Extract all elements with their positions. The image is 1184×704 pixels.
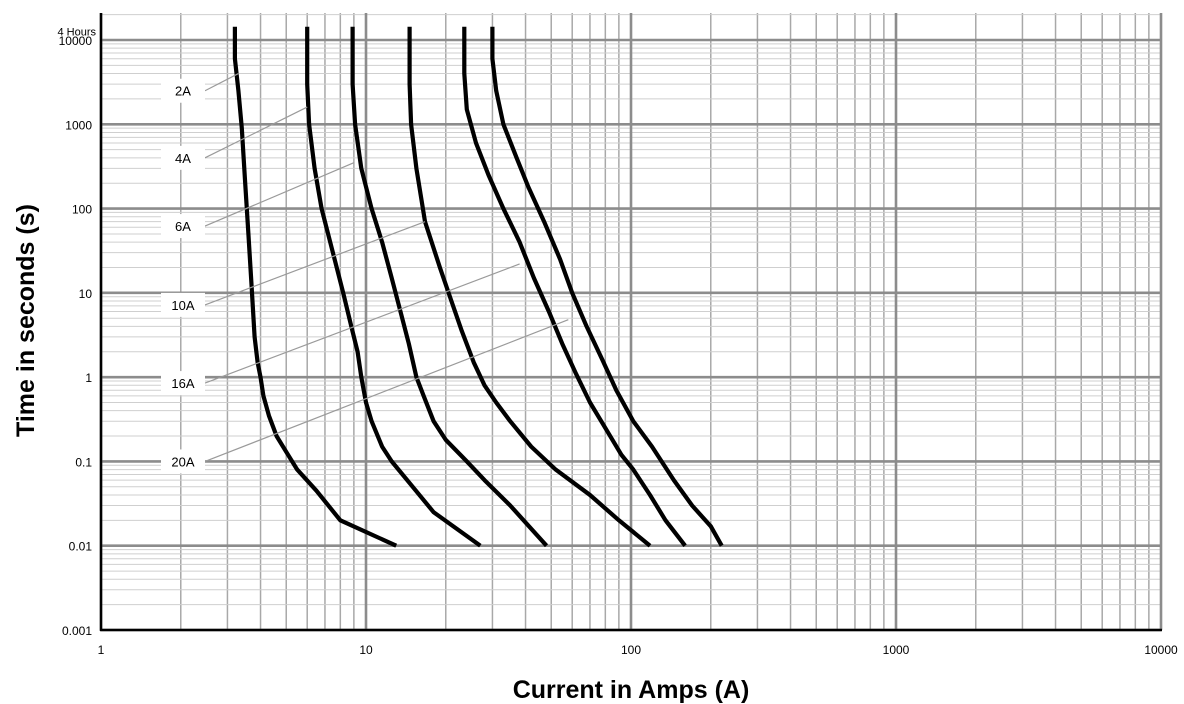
fuse-curves — [232, 26, 724, 548]
x-tick-label: 10000 — [1144, 643, 1178, 657]
y-tick-label: 0.01 — [69, 540, 93, 554]
curve-label-box — [161, 78, 205, 103]
y-tick-labels: 0.001 0.01 0.1 1 10 100 1000 10000 — [59, 34, 93, 638]
y-tick-label: 100 — [72, 203, 92, 217]
fuse-curve-2a — [232, 26, 398, 548]
top-annotation: 4 Hours — [57, 27, 96, 39]
curve-label-box — [161, 371, 205, 396]
curve-label-box — [161, 292, 205, 317]
x-tick-label: 1 — [98, 643, 105, 657]
curve-label-2a: 2A — [175, 84, 191, 99]
leader-line-6a — [204, 162, 355, 227]
curve-labels: 2A 4A 6A 10A 16A 20A — [161, 78, 205, 474]
x-axis-title: Current in Amps (A) — [513, 676, 750, 704]
curve-label-20a: 20A — [171, 454, 194, 469]
fuse-curve-4a — [305, 26, 482, 548]
fuse-curve-10a — [407, 26, 652, 548]
y-tick-label: 10000 — [59, 34, 93, 48]
y-tick-label: 0.001 — [62, 624, 92, 638]
x-tick-label: 1000 — [883, 643, 910, 657]
leader-line-2a — [204, 73, 239, 92]
y-tick-label: 10 — [79, 287, 93, 301]
leader-line-20a — [204, 319, 569, 462]
axes — [99, 13, 1162, 632]
y-tick-label: 1 — [85, 371, 92, 385]
curve-label-10a: 10A — [171, 298, 194, 313]
x-tick-labels: 1 10 100 1000 10000 — [98, 643, 1178, 657]
leader-line-16a — [204, 263, 520, 384]
fuse-curve-20a — [490, 26, 724, 547]
curve-label-box — [161, 145, 205, 170]
y-tick-label: 1000 — [65, 118, 92, 132]
curve-label-box — [161, 214, 205, 239]
fuse-curve-16a — [462, 26, 687, 547]
curve-label-16a: 16A — [171, 376, 194, 391]
leader-line-4a — [204, 106, 308, 159]
leader-line-10a — [204, 221, 426, 306]
curve-label-6a: 6A — [175, 219, 191, 234]
x-tick-label: 10 — [359, 643, 373, 657]
fuse-curve-6a — [350, 26, 549, 548]
y-axis-title: Time in seconds (s) — [12, 204, 40, 437]
y-tick-label: 0.1 — [75, 455, 92, 469]
curve-label-4a: 4A — [175, 151, 191, 166]
x-tick-label: 100 — [621, 643, 641, 657]
label-leader-lines — [204, 73, 569, 462]
curve-label-box — [161, 449, 205, 474]
